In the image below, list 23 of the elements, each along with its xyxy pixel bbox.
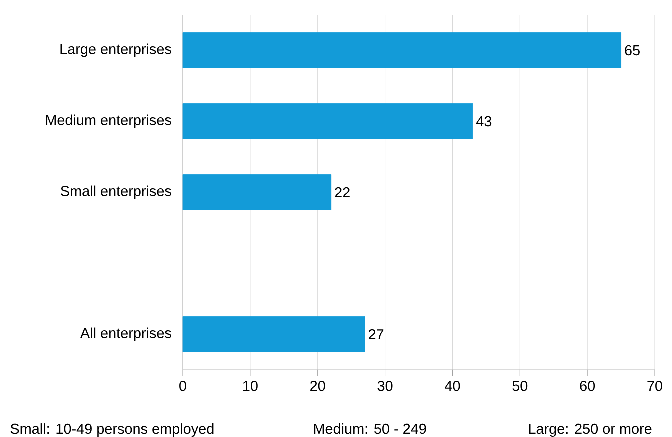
x-tick-label: 20: [310, 381, 326, 392]
y-tick-label: Small enterprises: [61, 186, 172, 200]
y-tick-label: Medium enterprises: [46, 114, 172, 128]
x-tick-label: 50: [512, 381, 528, 392]
data-label: 22: [335, 187, 350, 198]
data-label: 65: [625, 45, 640, 56]
data-label: 27: [368, 329, 384, 340]
text: Large: 250 or more: [529, 424, 652, 437]
y-tick-label: Large enterprises: [60, 44, 172, 58]
x-tick-label: 30: [378, 381, 393, 392]
bar: [182, 174, 332, 210]
bar: [182, 316, 366, 352]
x-tick-label: 10: [243, 381, 258, 392]
y-tick-label: All enterprises: [80, 328, 172, 342]
bar: [182, 104, 474, 140]
text: Medium: 50 - 249: [314, 424, 426, 434]
x-tick-label: 60: [580, 381, 596, 392]
x-tick-label: 70: [648, 381, 662, 392]
x-tick-label: 40: [445, 381, 460, 392]
x-tick-label: 0: [180, 381, 186, 392]
text: Small: 10-49 persons employed: [10, 424, 214, 437]
bar: [182, 32, 622, 68]
data-label: 43: [476, 116, 492, 127]
